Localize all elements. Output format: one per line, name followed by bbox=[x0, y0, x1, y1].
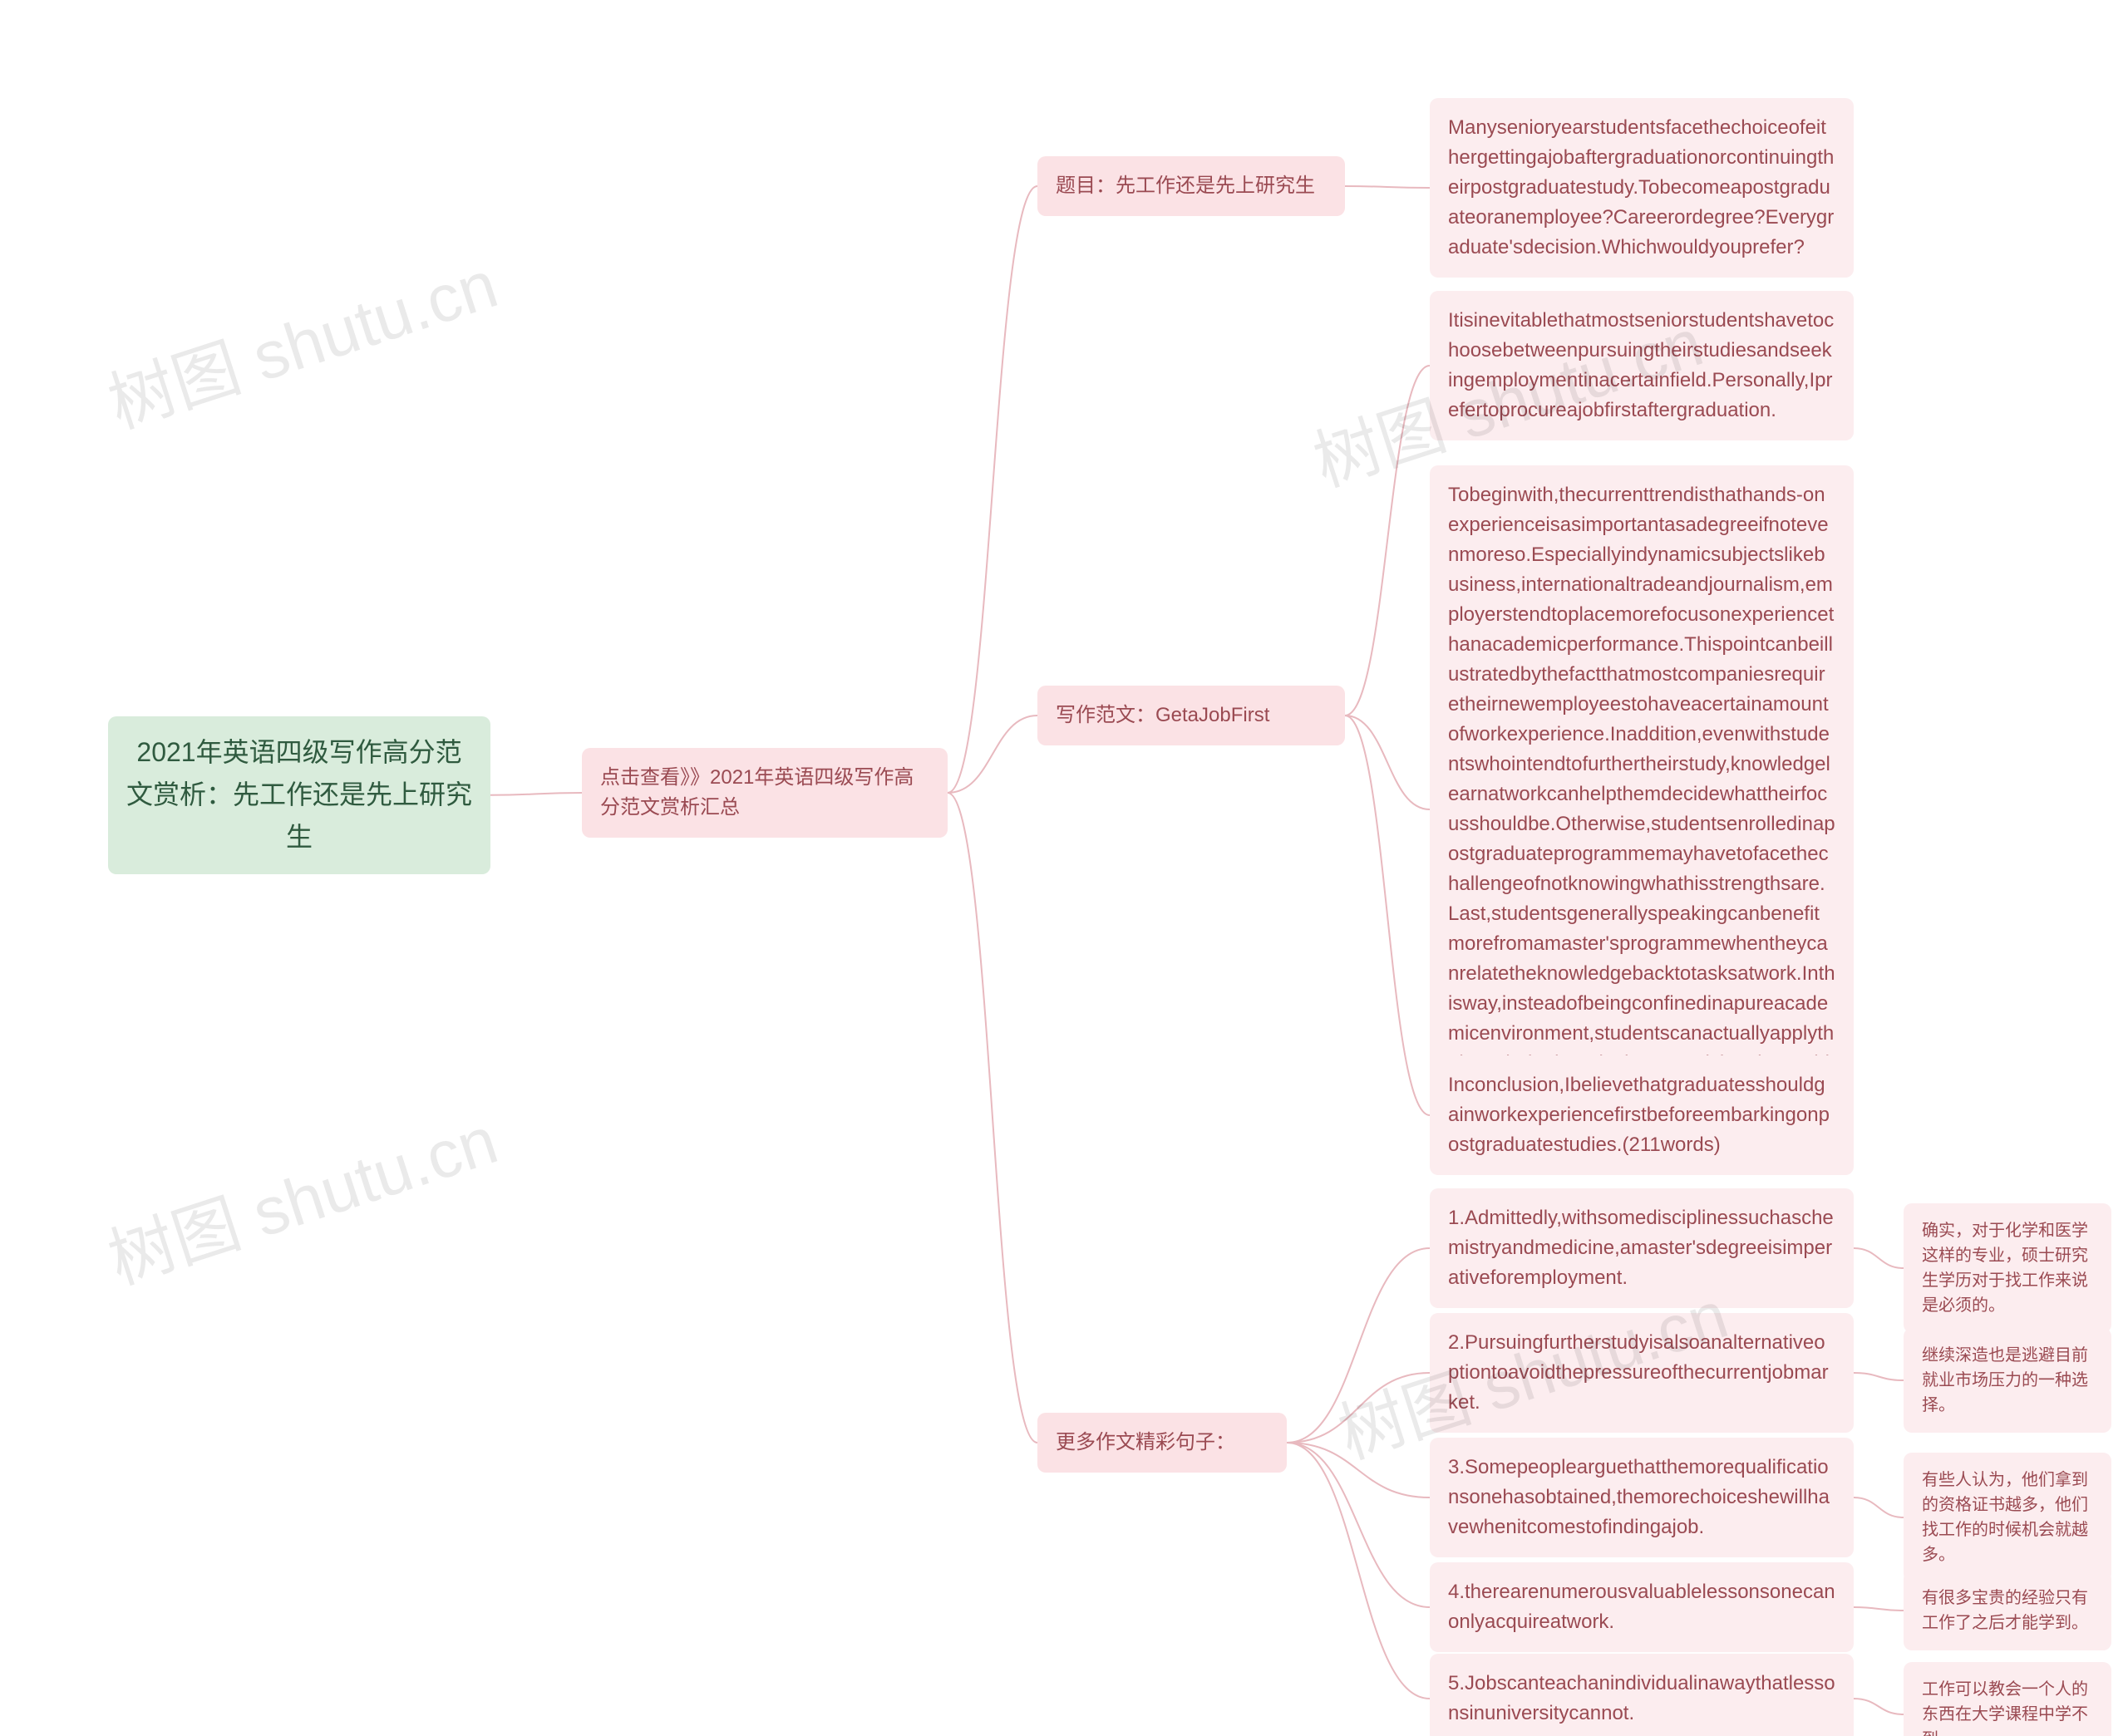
root-node: 2021年英语四级写作高分范文赏析：先工作还是先上研究生 bbox=[108, 716, 490, 874]
edge bbox=[948, 793, 1037, 1443]
edge bbox=[1345, 716, 1430, 809]
more-label: 更多作文精彩句子： bbox=[1056, 1431, 1235, 1453]
essay-node: 写作范文：GetaJobFirst bbox=[1037, 686, 1345, 745]
edge bbox=[948, 716, 1037, 793]
sentence-2t-text: 继续深造也是逃避目前就业市场压力的一种选择。 bbox=[1922, 1346, 2088, 1414]
sentence-3-translation: 有些人认为，他们拿到的资格证书越多，他们找工作的时候机会就越多。 bbox=[1904, 1453, 2111, 1582]
root-label: 2021年英语四级写作高分范文赏析：先工作还是先上研究生 bbox=[126, 737, 472, 852]
sentence-2-translation: 继续深造也是逃避目前就业市场压力的一种选择。 bbox=[1904, 1328, 2111, 1433]
essay-p1: Itisinevitablethatmostseniorstudentshave… bbox=[1430, 291, 1854, 440]
sentence-1: 1.Admittedly,withsomedisciplinessuchasch… bbox=[1430, 1188, 1854, 1308]
edge bbox=[1854, 1248, 1904, 1268]
edge bbox=[490, 793, 582, 795]
edge bbox=[1287, 1248, 1430, 1443]
sentence-4t-text: 有很多宝贵的经验只有工作了之后才能学到。 bbox=[1922, 1589, 2088, 1632]
sentence-4-translation: 有很多宝贵的经验只有工作了之后才能学到。 bbox=[1904, 1571, 2111, 1650]
edge bbox=[1287, 1443, 1430, 1699]
edge bbox=[1287, 1443, 1430, 1607]
edge bbox=[1345, 716, 1430, 1115]
essay-p2: Tobeginwith,thecurrenttrendisthathands-o… bbox=[1430, 465, 1854, 1153]
edge bbox=[1345, 186, 1430, 188]
sentence-3-text: 3.Somepeoplearguethatthemorequalificatio… bbox=[1448, 1456, 1830, 1538]
topic-node: 题目：先工作还是先上研究生 bbox=[1037, 156, 1345, 216]
edge bbox=[1287, 1373, 1430, 1443]
sentence-4-text: 4.therearenumerousvaluablelessonsonecano… bbox=[1448, 1581, 1835, 1633]
watermark: 树图 shutu.cn bbox=[95, 1087, 508, 1303]
topic-label: 题目：先工作还是先上研究生 bbox=[1056, 175, 1315, 197]
essay-p3-text: Inconclusion,Ibelievethatgraduatesshould… bbox=[1448, 1074, 1830, 1156]
edge bbox=[1854, 1699, 1904, 1714]
watermark: 树图 shutu.cn bbox=[95, 231, 508, 447]
sentence-5-translation: 工作可以教会一个人的东西在大学课程中学不到。 bbox=[1904, 1662, 2111, 1736]
sentence-1-translation: 确实，对于化学和医学这样的专业，硕士研究生学历对于找工作来说是必须的。 bbox=[1904, 1203, 2111, 1333]
essay-label: 写作范文：GetaJobFirst bbox=[1056, 704, 1269, 726]
essay-p3: Inconclusion,Ibelievethatgraduatesshould… bbox=[1430, 1055, 1854, 1175]
edge bbox=[1854, 1607, 1904, 1611]
sentence-4: 4.therearenumerousvaluablelessonsonecano… bbox=[1430, 1562, 1854, 1652]
more-node: 更多作文精彩句子： bbox=[1037, 1413, 1287, 1473]
topic-leaf: Manysenioryearstudentsfacethechoiceofeit… bbox=[1430, 98, 1854, 278]
edge bbox=[1287, 1443, 1430, 1497]
sentence-3: 3.Somepeoplearguethatthemorequalificatio… bbox=[1430, 1438, 1854, 1557]
edge bbox=[1854, 1373, 1904, 1380]
edge bbox=[1854, 1497, 1904, 1517]
sentence-2-text: 2.Pursuingfurtherstudyisalsoanalternativ… bbox=[1448, 1331, 1829, 1414]
sentence-1-text: 1.Admittedly,withsomedisciplinessuchasch… bbox=[1448, 1207, 1834, 1289]
essay-p2-text: Tobeginwith,thecurrenttrendisthathands-o… bbox=[1448, 484, 1835, 1134]
sentence-5-text: 5.Jobscanteachanindividualinawaythatless… bbox=[1448, 1672, 1835, 1724]
essay-p1-text: Itisinevitablethatmostseniorstudentshave… bbox=[1448, 309, 1834, 421]
edge bbox=[1345, 366, 1430, 716]
edge bbox=[948, 186, 1037, 793]
summary-node: 点击查看》》2021年英语四级写作高分范文赏析汇总 bbox=[582, 748, 948, 838]
topic-leaf-text: Manysenioryearstudentsfacethechoiceofeit… bbox=[1448, 116, 1834, 258]
sentence-1t-text: 确实，对于化学和医学这样的专业，硕士研究生学历对于找工作来说是必须的。 bbox=[1922, 1222, 2088, 1315]
sentence-3t-text: 有些人认为，他们拿到的资格证书越多，他们找工作的时候机会就越多。 bbox=[1922, 1471, 2088, 1564]
sentence-5t-text: 工作可以教会一个人的东西在大学课程中学不到。 bbox=[1922, 1680, 2088, 1736]
sentence-5: 5.Jobscanteachanindividualinawaythatless… bbox=[1430, 1654, 1854, 1736]
sentence-2: 2.Pursuingfurtherstudyisalsoanalternativ… bbox=[1430, 1313, 1854, 1433]
summary-label: 点击查看》》2021年英语四级写作高分范文赏析汇总 bbox=[600, 766, 914, 819]
